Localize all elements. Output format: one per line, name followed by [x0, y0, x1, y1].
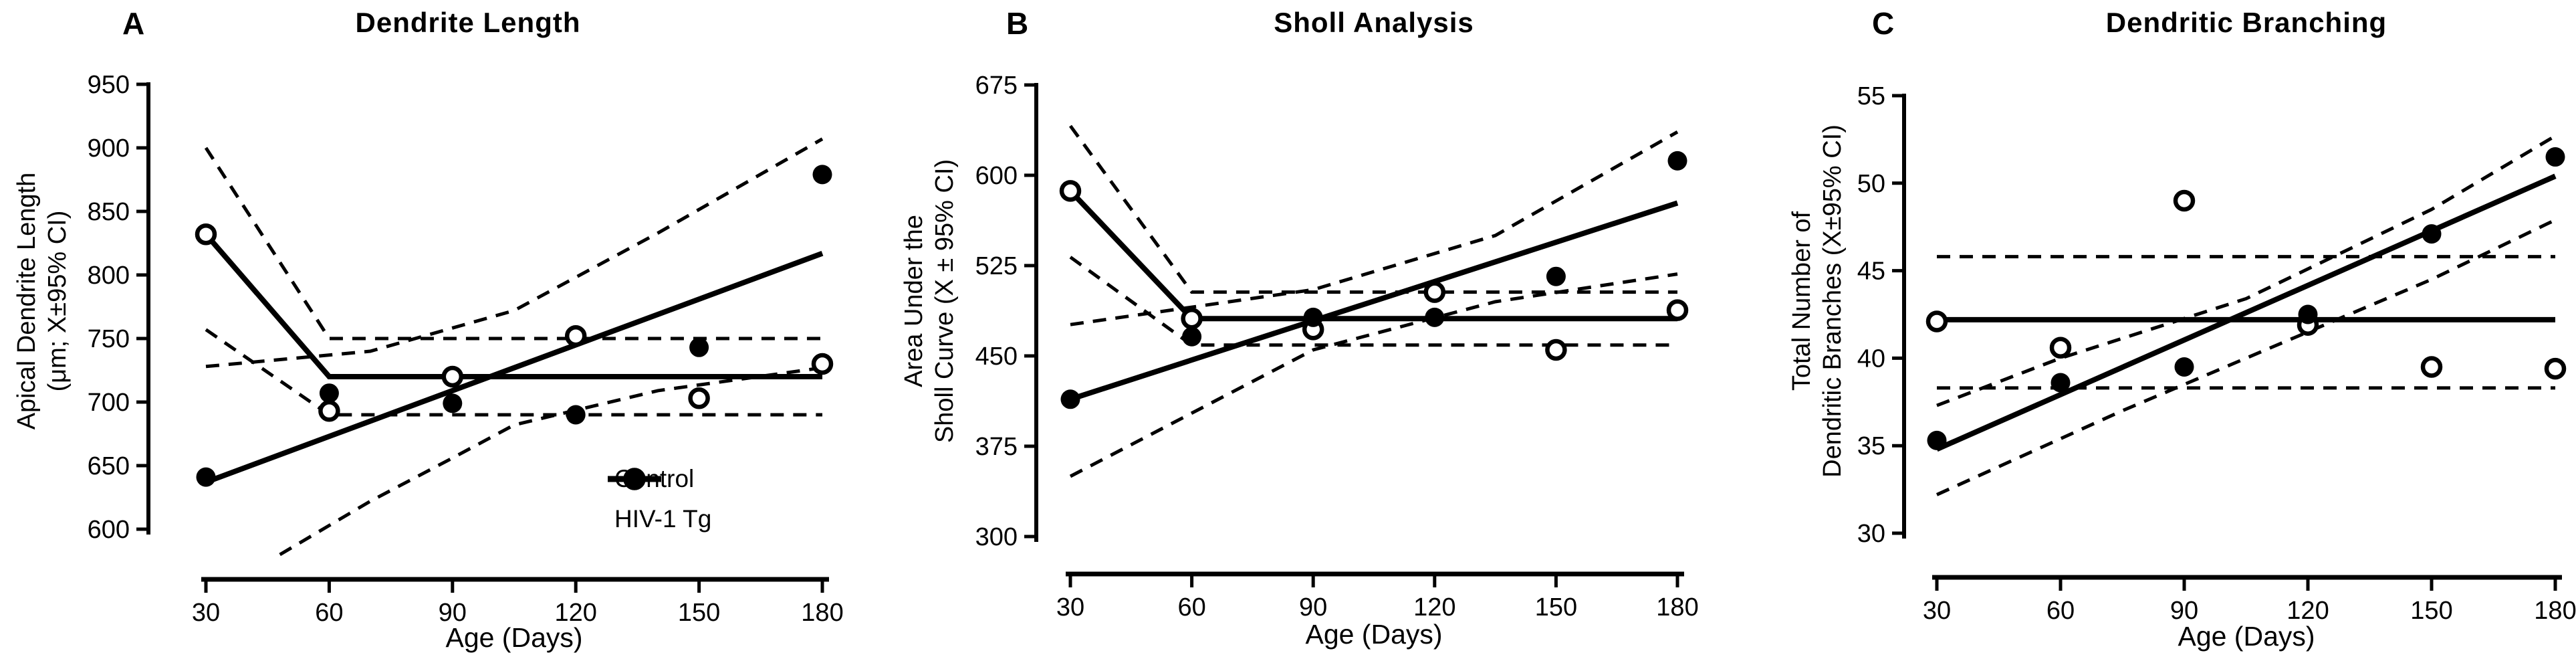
- svg-text:800: 800: [88, 262, 130, 290]
- legend-item-hiv1tg: HIV-1 Tg: [605, 469, 712, 533]
- svg-text:55: 55: [1857, 82, 1885, 110]
- panel-b-y-axis-label: Area Under the Sholl Curve (X ± 95% CI): [900, 159, 959, 444]
- svg-text:600: 600: [88, 516, 130, 544]
- svg-text:150: 150: [1535, 593, 1577, 622]
- svg-text:375: 375: [975, 433, 1018, 461]
- svg-text:60: 60: [2046, 597, 2075, 625]
- svg-text:50: 50: [1857, 170, 1885, 198]
- svg-text:120: 120: [554, 599, 596, 627]
- panel-c-x-axis-label: Age (Days): [2178, 621, 2315, 652]
- svg-text:120: 120: [2287, 597, 2329, 625]
- svg-text:40: 40: [1857, 345, 1885, 373]
- svg-text:30: 30: [192, 599, 220, 627]
- svg-text:750: 750: [88, 325, 130, 353]
- svg-text:900: 900: [88, 134, 130, 163]
- svg-text:120: 120: [1413, 593, 1455, 622]
- svg-text:675: 675: [975, 72, 1018, 100]
- panel-c-letter: C: [1872, 6, 1895, 41]
- svg-text:950: 950: [88, 71, 130, 99]
- svg-text:90: 90: [2170, 597, 2198, 625]
- legend: Control HIV-1 Tg: [605, 465, 711, 533]
- panel-b-x-axis-label: Age (Days): [1305, 619, 1443, 650]
- svg-text:600: 600: [975, 162, 1018, 190]
- svg-text:30: 30: [1857, 520, 1885, 548]
- panel-b-letter: B: [1006, 6, 1029, 41]
- panel-a-letter: A: [122, 6, 145, 41]
- svg-text:450: 450: [975, 343, 1018, 371]
- panel-a-y-axis-label: Apical Dendrite Length (μm; X±95% CI): [13, 172, 72, 430]
- svg-text:180: 180: [2534, 597, 2576, 625]
- svg-text:150: 150: [2410, 597, 2452, 625]
- filled-circle-marker-icon: [608, 469, 661, 489]
- svg-text:650: 650: [88, 452, 130, 480]
- svg-text:30: 30: [1923, 597, 1951, 625]
- panel-b-plot: 300 375 450 525 600 675 30 60 90 120 150 180: [975, 72, 1699, 622]
- panel-c-title: Dendritic Branching: [2105, 7, 2387, 38]
- panel-a-plot: 600 650 700 750 800 850 900 950 30 60 90 120 150 180: [88, 71, 844, 627]
- svg-text:45: 45: [1857, 258, 1885, 286]
- svg-text:30: 30: [1056, 593, 1084, 622]
- svg-text:150: 150: [678, 599, 720, 627]
- panel-a-x-axis-label: Age (Days): [445, 622, 583, 653]
- panel-a-title: Dendrite Length: [355, 7, 581, 38]
- svg-text:300: 300: [975, 523, 1018, 551]
- svg-text:180: 180: [1656, 593, 1698, 622]
- svg-text:180: 180: [801, 599, 843, 627]
- svg-text:35: 35: [1857, 432, 1885, 460]
- svg-text:60: 60: [1177, 593, 1205, 622]
- svg-text:525: 525: [975, 252, 1018, 280]
- svg-text:850: 850: [88, 198, 130, 226]
- svg-text:60: 60: [315, 599, 343, 627]
- panel-c-y-axis-label: Total Number of Dendritic Branches (X±95…: [1788, 124, 1847, 478]
- panel-c-plot: 30 35 40 45 50 55 30 60 90 120 150 180: [1857, 82, 2576, 625]
- legend-label-hiv1tg: HIV-1 Tg: [614, 505, 712, 533]
- panel-b-title: Sholl Analysis: [1274, 7, 1474, 38]
- svg-text:90: 90: [1299, 593, 1327, 622]
- svg-text:700: 700: [88, 389, 130, 417]
- svg-text:90: 90: [439, 599, 467, 627]
